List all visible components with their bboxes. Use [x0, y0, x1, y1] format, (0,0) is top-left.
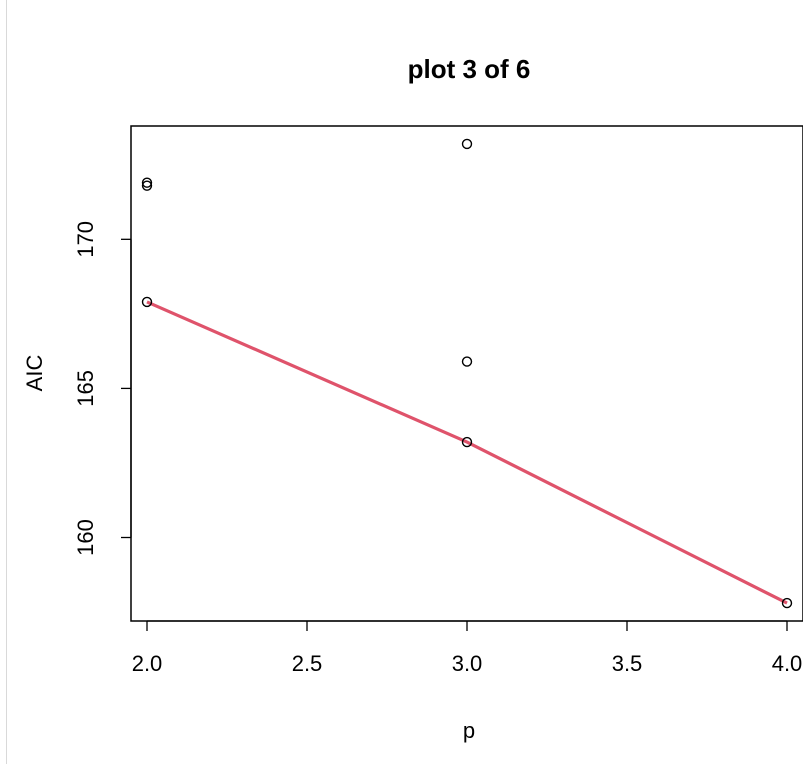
fit-line: [146, 300, 788, 605]
chart-title: plot 3 of 6: [408, 54, 531, 84]
data-point: [141, 180, 153, 191]
x-tick-label: 2.0: [132, 651, 163, 676]
y-tick-label: 165: [73, 370, 98, 407]
y-tick-label: 170: [73, 221, 98, 258]
plot-area-frame: [130, 125, 803, 622]
x-axis: 2.0 2.5 3.0 3.5 4.0: [132, 620, 803, 676]
x-tick-label: 3.5: [612, 651, 643, 676]
fit-line-group: [146, 300, 788, 605]
y-axis: 160 165 170: [73, 221, 132, 556]
left-border-rule: [6, 0, 7, 764]
data-point: [141, 177, 153, 188]
points-group: [141, 138, 793, 609]
x-tick-label: 2.5: [292, 651, 323, 676]
data-point: [141, 296, 153, 308]
data-point: [461, 356, 473, 367]
x-tick-label: 4.0: [772, 651, 803, 676]
x-axis-title: p: [463, 718, 475, 743]
data-point: [781, 597, 793, 609]
x-tick-label: 3.0: [452, 651, 483, 676]
y-axis-title: AIC: [22, 355, 47, 392]
y-tick-label: 160: [73, 519, 98, 556]
data-point: [461, 138, 473, 150]
data-point: [461, 436, 473, 448]
